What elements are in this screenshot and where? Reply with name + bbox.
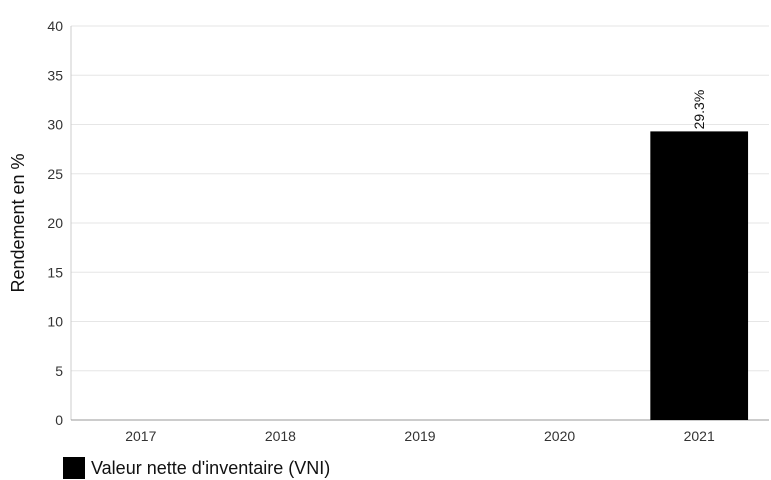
y-tick-label: 25 xyxy=(47,166,63,182)
x-tick-label: 2019 xyxy=(404,428,435,444)
y-tick-label: 10 xyxy=(47,314,63,330)
bar-2021 xyxy=(650,131,749,420)
bar-chart: 0 5 10 15 20 25 30 35 40 2017 2018 2019 2020 2021 29… xyxy=(8,18,769,444)
y-tick-label: 40 xyxy=(47,18,63,34)
y-tick-label: 0 xyxy=(55,412,63,428)
x-tick-label: 2020 xyxy=(544,428,575,444)
bars xyxy=(650,131,749,420)
y-tick-label: 30 xyxy=(47,117,63,133)
legend-swatch xyxy=(63,457,85,479)
bar-data-label: 29.3% xyxy=(691,90,707,130)
data-labels: 29.3% xyxy=(691,90,707,130)
y-tick-labels: 0 5 10 15 20 25 30 35 40 xyxy=(47,18,63,428)
x-tick-label: 2018 xyxy=(265,428,296,444)
y-tick-label: 15 xyxy=(47,264,63,280)
x-tick-labels: 2017 2018 2019 2020 2021 xyxy=(125,428,715,444)
x-tick-label: 2017 xyxy=(125,428,156,444)
legend-label: Valeur nette d'inventaire (VNI) xyxy=(91,457,331,478)
y-tick-label: 5 xyxy=(55,363,63,379)
gridlines xyxy=(71,25,769,372)
y-axis-label: Rendement en % xyxy=(8,153,28,292)
legend: Valeur nette d'inventaire (VNI) xyxy=(63,456,330,480)
x-tick-label: 2021 xyxy=(684,428,715,444)
y-tick-label: 20 xyxy=(47,215,63,231)
y-tick-label: 35 xyxy=(47,67,63,83)
